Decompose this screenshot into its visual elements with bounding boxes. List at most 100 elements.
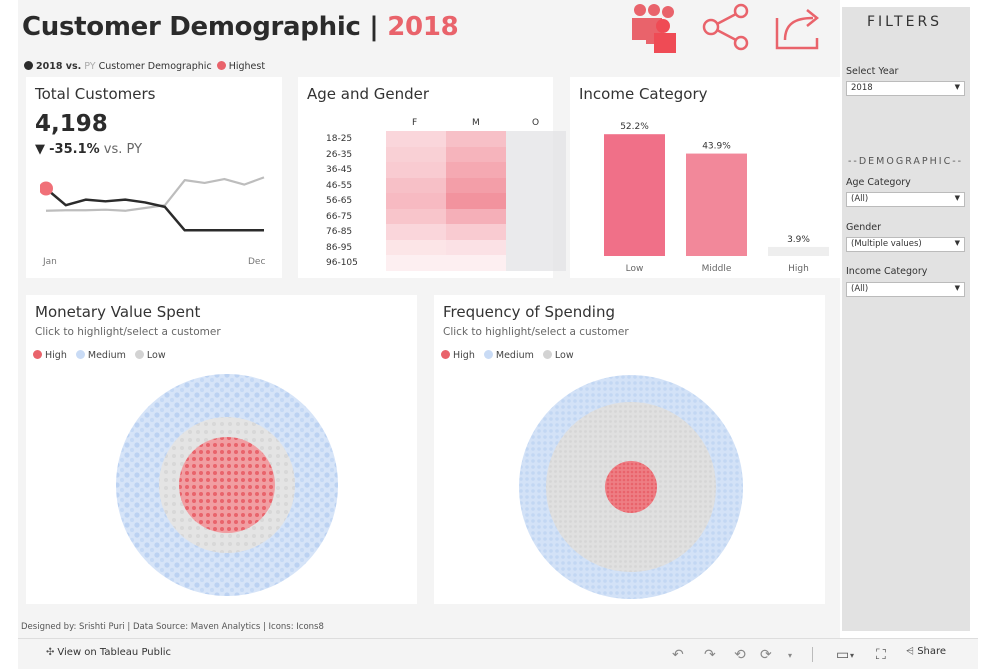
heatmap-cell[interactable] <box>386 177 446 193</box>
title-text: Customer Demographic | <box>22 12 379 42</box>
gender-value: (Multiple values) <box>851 239 922 249</box>
share-label: Share <box>917 646 947 657</box>
legend-high[interactable]: High <box>441 350 475 361</box>
frequency-bubble-chart[interactable] <box>518 374 744 600</box>
income-title: Income Category <box>579 85 708 103</box>
chevron-down-icon: ▼ <box>954 83 960 91</box>
legend-medium-label: Medium <box>87 350 126 361</box>
heatmap-cell[interactable] <box>506 208 566 224</box>
heatmap-cell[interactable] <box>386 146 446 162</box>
heatmap-cell[interactable] <box>386 239 446 255</box>
heatmap-row-label: 66-75 <box>326 211 353 222</box>
monetary-high-core[interactable] <box>179 437 275 533</box>
heatmap-cell[interactable] <box>386 224 446 240</box>
filters-title: FILTERS <box>867 14 943 30</box>
heatmap-cell[interactable] <box>386 131 446 147</box>
heatmap-row-label: 86-95 <box>326 242 353 253</box>
heatmap-cell[interactable] <box>386 162 446 178</box>
redo-icon[interactable]: ↷ <box>704 647 716 663</box>
footer-credits: Designed by: Srishti Puri | Data Source:… <box>21 622 324 632</box>
income-category-value: (All) <box>851 284 869 294</box>
line-series-py[interactable] <box>45 176 265 212</box>
line-series-2018[interactable] <box>45 187 264 232</box>
heatmap-cell[interactable] <box>446 224 506 240</box>
header-legend: 2018 vs. PY Customer Demographic Highest <box>24 61 265 72</box>
export-icon[interactable] <box>773 4 823 52</box>
heatmap-cell[interactable] <box>506 255 566 271</box>
heatmap-cell[interactable] <box>386 208 446 224</box>
x-label-jan: Jan <box>43 257 57 267</box>
legend-medium[interactable]: Medium <box>75 350 126 361</box>
legend-low[interactable]: Low <box>542 350 574 361</box>
change-suffix: vs. PY <box>103 142 143 157</box>
comment-menu-caret-icon[interactable]: ▾ <box>850 651 855 660</box>
share-icon[interactable] <box>701 3 753 51</box>
legend-medium[interactable]: Medium <box>483 350 534 361</box>
legend-high[interactable]: High <box>33 350 67 361</box>
heatmap-cell[interactable] <box>506 146 566 162</box>
heatmap-cell[interactable] <box>446 239 506 255</box>
income-bar-category-label: High <box>788 264 809 274</box>
heatmap-row-label: 76-85 <box>326 227 353 237</box>
heatmap-cell[interactable] <box>446 131 506 147</box>
heatmap-cell[interactable] <box>446 177 506 193</box>
select-year-label: Select Year <box>846 66 899 77</box>
medium-dot <box>75 350 85 359</box>
heatmap-cell[interactable] <box>506 177 566 193</box>
select-year-dropdown[interactable]: 2018 ▼ <box>846 81 965 96</box>
heatmap-row-label: 96-105 <box>326 258 358 268</box>
age-gender-title: Age and Gender <box>307 85 430 103</box>
heatmap-cell[interactable] <box>506 193 566 209</box>
gender-dropdown[interactable]: (Multiple values) ▼ <box>846 237 965 252</box>
heatmap-cell[interactable] <box>506 239 566 255</box>
heatmap-cell[interactable] <box>446 255 506 271</box>
heatmap-cell[interactable] <box>506 131 566 147</box>
income-bar-chart[interactable]: 52.2% Low 43.9% Middle 3.9% High <box>570 113 844 278</box>
share-button[interactable]: ⩤ Share <box>906 646 946 657</box>
frequency-card: Frequency of Spending Click to highlight… <box>434 295 825 604</box>
income-bar-category-label: Middle <box>702 264 732 274</box>
legend-highest: Highest <box>228 61 266 72</box>
comment-icon[interactable]: ▭ <box>836 647 850 663</box>
heatmap-cell[interactable] <box>506 224 566 240</box>
legend-low[interactable]: Low <box>134 350 166 361</box>
people-icon[interactable] <box>630 2 682 54</box>
frequency-subtitle: Click to highlight/select a customer <box>443 326 629 338</box>
highest-point-marker[interactable] <box>40 181 53 196</box>
legend-suffix: Customer Demographic <box>98 61 212 72</box>
age-category-dropdown[interactable]: (All) ▼ <box>846 192 965 207</box>
heatmap-row-label: 36-45 <box>326 165 353 175</box>
refresh-icon[interactable]: ⟳ <box>760 647 772 663</box>
low-dot <box>542 350 552 359</box>
income-bar-value-label: 3.9% <box>787 235 810 245</box>
income-category-dropdown[interactable]: (All) ▼ <box>846 282 965 297</box>
refresh-menu-caret-icon[interactable]: ▾ <box>788 651 793 660</box>
income-bar-middle[interactable] <box>686 153 747 256</box>
heatmap-cell[interactable] <box>446 146 506 162</box>
chevron-down-icon: ▼ <box>954 194 960 202</box>
heatmap-cell[interactable] <box>446 208 506 224</box>
income-bar-low[interactable] <box>604 134 665 256</box>
income-bar-high[interactable] <box>768 246 829 256</box>
total-customers-line-chart[interactable] <box>40 165 270 255</box>
age-gender-heatmap[interactable]: F M O 18-25 26-35 36-45 46-55 56-65 66-75 76-85 86… <box>298 115 566 278</box>
medium-dot <box>483 350 493 359</box>
undo-icon[interactable]: ↶ <box>672 647 684 663</box>
frequency-high-core[interactable] <box>605 461 657 513</box>
heatmap-cell[interactable] <box>386 255 446 271</box>
view-on-tableau-link[interactable]: ✣ View on Tableau Public <box>46 647 171 658</box>
heatmap-row-label: 46-55 <box>326 180 353 191</box>
monetary-subtitle: Click to highlight/select a customer <box>35 326 221 338</box>
title-year: 2018 <box>387 12 459 42</box>
heatmap-cell[interactable] <box>446 193 506 209</box>
demographic-section-label: --DEMOGRAPHIC-- <box>848 156 964 167</box>
monetary-bubble-chart[interactable] <box>114 372 340 598</box>
heatmap-cell[interactable] <box>506 162 566 178</box>
heatmap-cell[interactable] <box>446 162 506 178</box>
revert-icon[interactable]: ⟲ <box>734 647 746 663</box>
heatmap-cell[interactable] <box>386 193 446 209</box>
income-bar-category-label: Low <box>626 264 644 274</box>
fullscreen-icon[interactable]: ⛶ <box>876 647 886 663</box>
total-customers-card: Total Customers 4,198 ▼ -35.1% vs. PY Ja… <box>26 77 282 278</box>
